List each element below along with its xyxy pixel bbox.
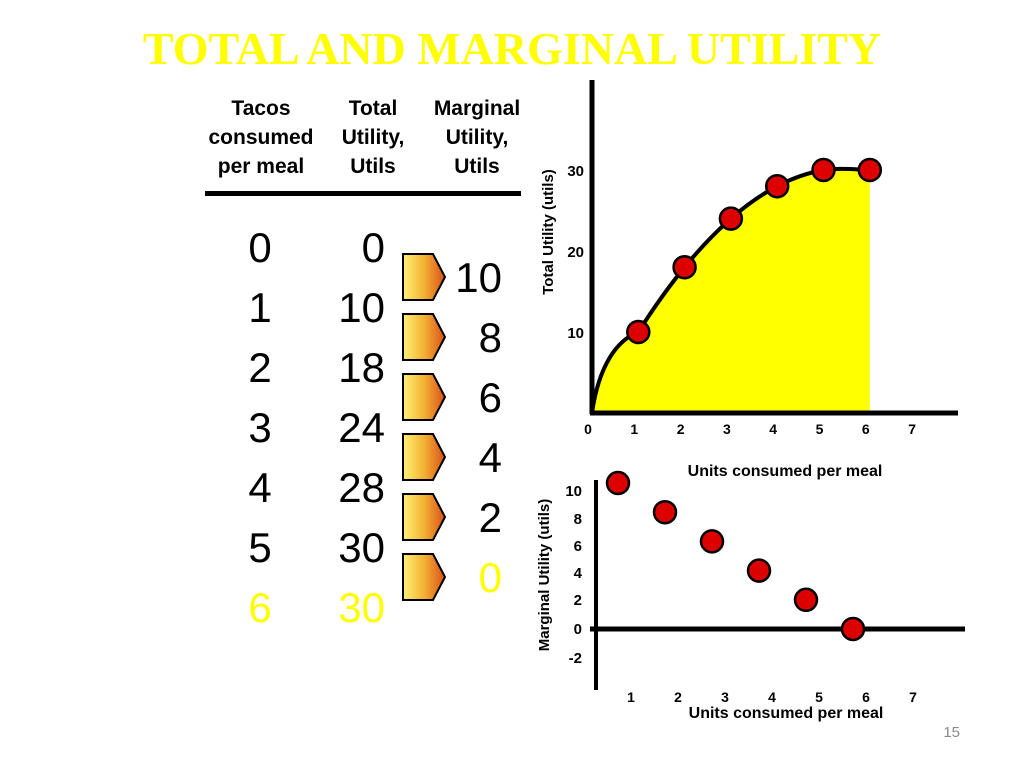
marginal-utility-y-tick: 0: [574, 621, 582, 638]
marginal-utility-value: 6: [478, 374, 502, 421]
marginal-utility-point: [840, 616, 866, 642]
tacos-value: 0: [248, 224, 272, 271]
total-utility-x-tick: 1: [630, 421, 638, 437]
total-utility-area: [592, 168, 870, 413]
total-utility-points: [626, 157, 883, 345]
tacos-value: 5: [248, 524, 272, 571]
marginal-utility-value-highlight: 0: [478, 554, 502, 601]
total-utility-x-tick: 5: [816, 421, 824, 437]
total-utility-x-tick: 0: [584, 421, 592, 437]
total-utility-point: [764, 173, 790, 199]
tacos-value: 4: [248, 464, 272, 511]
marginal-utility-x-tick: 5: [815, 689, 823, 705]
header-total-line-2: Utility,: [341, 126, 405, 149]
page-number: 15: [943, 724, 960, 741]
total-utility-x-tick: 2: [677, 421, 685, 437]
header-tacos-line-1: Tacos: [231, 97, 291, 120]
marginal-utility-y-tick: 10: [565, 483, 582, 500]
arrow-right-icon: [402, 373, 447, 421]
header-total-line-3: Utils: [350, 155, 396, 178]
marginal-utility-y-tick: 8: [574, 511, 582, 528]
marginal-utility-x-tick: 6: [862, 689, 870, 705]
marginal-utility-points: [605, 470, 866, 642]
tacos-value: 3: [248, 404, 272, 451]
total-utility-x-tick: 4: [769, 421, 777, 437]
total-utility-y-tick: 20: [567, 244, 584, 261]
header-marginal-utility: Marginal Utility, Utils: [420, 94, 534, 181]
header-marginal-line-1: Marginal: [433, 97, 521, 120]
marginal-utility-point: [699, 529, 725, 554]
arrow-right-icon: [402, 553, 447, 601]
tacos-value-highlight: 6: [248, 584, 272, 631]
arrow-right-icon: [402, 433, 447, 481]
arrow-right-icon: [402, 493, 447, 541]
marginal-utility-y-label: Marginal Utility (utils): [536, 499, 553, 652]
total-utility-point: [626, 319, 651, 345]
marginal-utility-point: [652, 499, 678, 525]
marginal-utility-point: [746, 558, 772, 583]
total-utility-x-tick: 7: [908, 421, 916, 437]
slide-title: TOTAL AND MARGINAL UTILITY: [142, 23, 882, 74]
total-utility-x-label: Units consumed per meal: [688, 463, 883, 480]
marginal-utility-x-tick: 3: [721, 689, 729, 705]
header-marginal-line-2: Utility,: [445, 126, 509, 149]
header-divider: [205, 191, 521, 196]
total-utility-x-tick: 6: [862, 421, 870, 437]
tacos-value: 2: [248, 344, 272, 391]
total-utility-point: [811, 157, 836, 183]
total-utility-chart: 0 1 2 3 4 5 6 7 10 20 30 Total Utility (utils) Un…: [540, 80, 958, 480]
total-utility-value: 30: [338, 524, 385, 571]
tacos-value: 1: [248, 284, 272, 331]
marginal-utility-value: 2: [478, 494, 502, 541]
marginal-utility-x-tick: 2: [674, 689, 682, 705]
header-tacos-line-3: per meal: [217, 155, 305, 178]
total-utility-value: 18: [338, 344, 385, 391]
total-utility-y-ticks: 10 20 30: [567, 163, 584, 342]
marginal-utility-value: 4: [478, 434, 502, 481]
total-utility-x-ticks: 0 1 2 3 4 5 6 7: [584, 421, 916, 437]
header-marginal-line-3: Utils: [454, 155, 500, 178]
total-utility-point: [857, 157, 883, 183]
marginal-utility-y-tick: -2: [569, 650, 582, 667]
header-tacos-line-2: consumed: [208, 126, 314, 149]
total-utility-y-tick: 30: [567, 163, 584, 180]
marginal-utility-x-label: Units consumed per meal: [689, 705, 884, 722]
marginal-utility-y-ticks: 10 8 6 4 2 0 -2: [565, 483, 582, 667]
arrow-right-icon: [402, 253, 447, 301]
total-utility-value: 28: [338, 464, 385, 511]
marginal-utility-x-tick: 4: [768, 689, 776, 705]
total-utility-value: 10: [338, 284, 385, 331]
marginal-utility-y-tick: 4: [574, 565, 583, 582]
total-utility-point: [718, 206, 744, 231]
header-total-line-1: Total: [348, 97, 398, 120]
marginal-utility-x-tick: 7: [909, 689, 917, 705]
marginal-utility-value: 8: [478, 314, 502, 361]
arrow-right-icon: [402, 313, 447, 361]
total-utility-point: [672, 254, 697, 280]
marginal-utility-x-ticks: 1 2 3 4 5 6 7: [627, 689, 917, 705]
marginal-utility-y-tick: 6: [574, 538, 582, 555]
total-utility-y-tick: 10: [567, 325, 584, 342]
header-total-utility: Total Utility, Utils: [328, 94, 418, 181]
marginal-utility-x-tick: 1: [627, 689, 635, 705]
marginal-utility-value: 10: [455, 254, 502, 301]
total-utility-y-label: Total Utility (utils): [540, 169, 557, 295]
marginal-utility-y-tick: 2: [574, 592, 582, 609]
total-utility-x-tick: 3: [723, 421, 731, 437]
marginal-utility-point: [793, 587, 819, 613]
marginal-utility-point: [605, 470, 631, 496]
total-utility-value: 0: [361, 224, 385, 271]
total-utility-value: 24: [338, 404, 385, 451]
marginal-utility-chart: 1 2 3 4 5 6 7 10 8 6 4 2 0 -2 Marginal Utility (util…: [536, 470, 965, 722]
header-tacos: Tacos consumed per meal: [196, 94, 326, 181]
total-utility-value-highlight: 30: [338, 584, 385, 631]
